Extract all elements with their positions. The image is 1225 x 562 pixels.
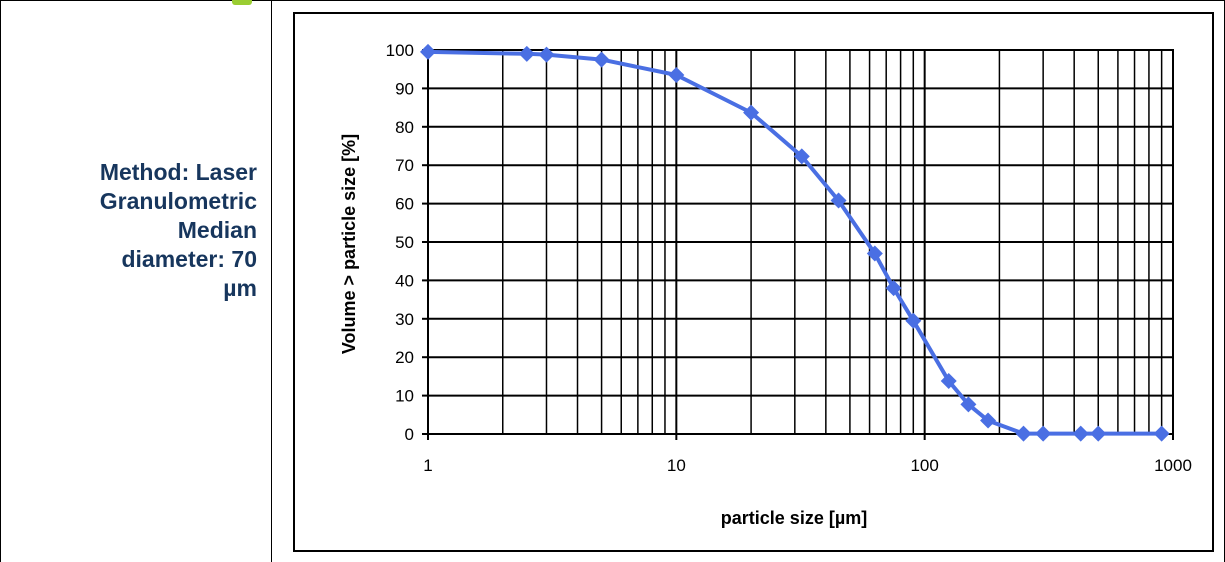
data-point [668, 66, 685, 83]
method-line-1: Method: Laser [99, 159, 257, 185]
method-line-2: Granulometric [99, 188, 257, 214]
data-point [980, 412, 997, 429]
x-axis-label: particle size [µm] [721, 508, 867, 528]
method-line-5: µm [223, 275, 257, 301]
data-point [940, 373, 957, 390]
y-tick-label: 60 [395, 195, 414, 214]
y-tick-label: 40 [395, 271, 414, 290]
data-point [593, 51, 610, 68]
data-point [885, 280, 902, 297]
table-column-divider [271, 0, 272, 562]
data-point [830, 192, 847, 209]
data-point [960, 396, 977, 413]
x-tick-label: 100 [910, 456, 938, 475]
x-tick-label: 10 [667, 456, 686, 475]
y-tick-label: 10 [395, 387, 414, 406]
data-point [420, 43, 436, 60]
data-point [1035, 425, 1052, 442]
y-tick-label: 30 [395, 310, 414, 329]
x-tick-label: 1 [423, 456, 432, 475]
data-point [905, 312, 922, 329]
data-point [1072, 425, 1089, 442]
data-point [866, 245, 883, 262]
data-point [743, 104, 760, 121]
method-line-3: Median [177, 217, 257, 243]
data-point [518, 45, 535, 62]
y-tick-label: 50 [395, 233, 414, 252]
chart-frame: 0 10 20 30 40 50 60 70 80 90 100 1 10 100 1000 particl… [293, 12, 1214, 552]
y-tick-label: 90 [395, 79, 414, 98]
data-point [1153, 425, 1170, 442]
method-description: Method: Laser Granulometric Median diame… [17, 158, 257, 303]
data-point [538, 46, 555, 63]
y-tick-label: 80 [395, 118, 414, 137]
y-tick-label: 70 [395, 156, 414, 175]
y-tick-label: 100 [386, 41, 414, 60]
table-top-border [0, 0, 1225, 1]
data-point [1015, 425, 1032, 442]
y-tick-label: 0 [405, 425, 414, 444]
x-tick-label: 1000 [1154, 456, 1192, 475]
data-point [793, 148, 810, 165]
method-line-4: diameter: 70 [121, 246, 257, 272]
accent-mark [232, 0, 252, 5]
y-tick-label: 20 [395, 348, 414, 367]
data-point [1090, 425, 1107, 442]
y-axis-label: Volume > particle size [%] [339, 134, 359, 354]
table-left-border [0, 0, 1, 562]
